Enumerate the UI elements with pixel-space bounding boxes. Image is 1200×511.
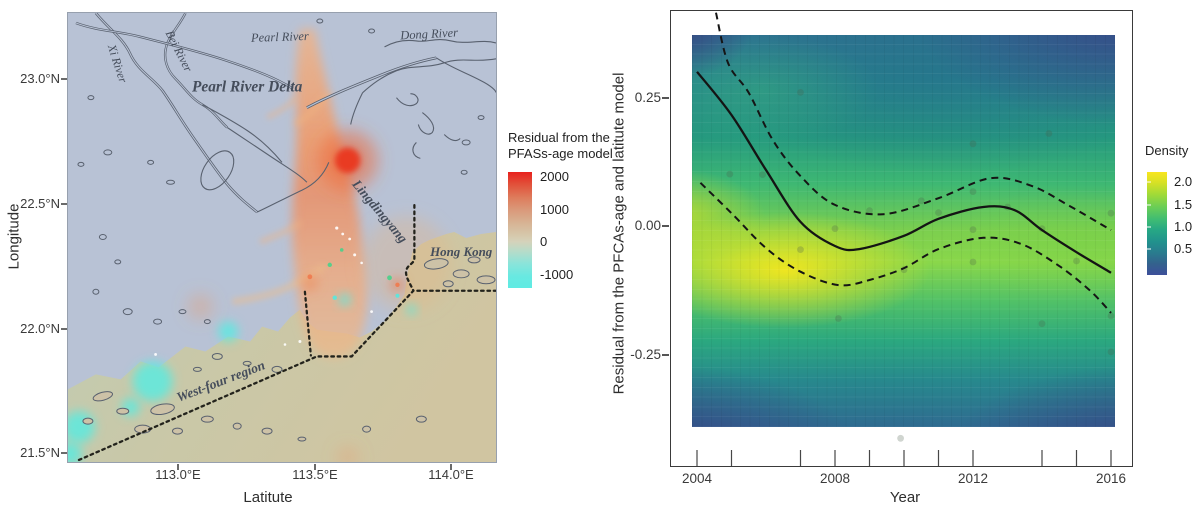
sample-point: [797, 246, 804, 254]
residual-colorbar-label: 2000: [540, 169, 569, 184]
right-y-tick: [662, 225, 669, 227]
sample-point: [969, 140, 977, 148]
right-x-tick-label: 2016: [1095, 471, 1127, 486]
gam-smooth-line: [696, 71, 1112, 274]
residual-colorbar: [508, 172, 532, 288]
left-x-tick: [177, 464, 179, 470]
river-network: [75, 13, 496, 214]
density-colorbar-label: 2.0: [1174, 174, 1193, 189]
map-canvas: Xi River Bei River Pearl River Dong RiverPe…: [68, 13, 496, 462]
density-legend-title: Density: [1145, 143, 1189, 158]
negative-residual-patches: [68, 293, 417, 462]
sample-point: [917, 197, 925, 205]
left-x-tick-label: 114.0°E: [428, 467, 474, 482]
sea-islands: [82, 256, 496, 442]
map-panel: Xi River Bei River Pearl River Dong River Pe…: [67, 12, 497, 463]
right-y-tick-label: 0.25: [634, 89, 661, 105]
density-colorbar-tick: [1147, 181, 1151, 183]
left-x-tick: [314, 464, 316, 470]
left-x-tick-label: 113.5°E: [292, 467, 338, 482]
ci-upper-dashed: [715, 12, 1112, 231]
left-y-tick-label: 22.5°N: [20, 196, 60, 211]
dotted-boundaries: [77, 204, 496, 462]
place-label: Hong Kong: [429, 244, 493, 259]
sample-point: [897, 434, 904, 442]
left-y-tick-label: 22.0°N: [20, 321, 60, 336]
left-x-tick: [450, 464, 452, 470]
sample-point: [969, 188, 977, 196]
sample-point: [831, 225, 839, 233]
sample-point: [866, 207, 873, 215]
sample-point: [1107, 209, 1115, 217]
right-y-tick-label: 0.00: [634, 218, 661, 233]
sample-point: [835, 315, 842, 322]
left-x-tick-label: 113.0°E: [155, 467, 201, 482]
residual-colorbar-label: -1000: [540, 267, 574, 282]
sample-point: [1107, 312, 1115, 320]
sample-point: [726, 170, 734, 178]
sample-point: [1073, 257, 1080, 265]
density-colorbar-label: 1.5: [1174, 197, 1193, 212]
sample-point: [935, 209, 942, 217]
left-y-tick-label: 23.0°N: [20, 71, 60, 86]
density-colorbar-label: 0.5: [1174, 241, 1193, 256]
density-colorbar: [1147, 172, 1167, 275]
density-colorbar-tick: [1147, 204, 1151, 206]
place-label: Pearl River Delta: [192, 79, 303, 96]
density-colorbar-label: 1.0: [1174, 219, 1193, 234]
place-label: Pearl River: [250, 29, 309, 45]
warm-patch: [300, 273, 319, 292]
left-legend-title: Residual from the PFASs-age model: [508, 130, 613, 161]
right-y-tick: [662, 353, 669, 356]
density-colorbar-tick: [1147, 248, 1151, 250]
residual-colorbar-label: 1000: [540, 202, 569, 217]
sample-point: [969, 226, 977, 234]
right-x-tick-label: 2012: [957, 471, 989, 486]
left-y-tick-label: 21.5°N: [20, 445, 60, 460]
sample-point: [1107, 348, 1115, 356]
right-x-tick-label: 2008: [819, 471, 851, 486]
density-colorbar-tick: [1147, 226, 1151, 228]
sample-point: [1038, 320, 1046, 328]
place-label: Dong River: [399, 25, 458, 42]
sea-region: [68, 232, 496, 462]
right-y-tick-label: -0.25: [630, 346, 661, 362]
left-y-tick: [61, 78, 67, 80]
islet-outlines: [77, 18, 485, 373]
sample-point: [759, 171, 766, 179]
sampling-specks: [154, 226, 400, 356]
right-x-axis-title: Year: [889, 489, 921, 506]
residual-colorbar-label: 0: [540, 234, 548, 249]
warm-patch: [336, 446, 359, 462]
right-y-tick: [662, 96, 669, 99]
left-y-axis-title: Longitude: [5, 203, 23, 270]
sample-point: [1045, 130, 1053, 137]
density-overlay: [696, 12, 1115, 466]
left-y-tick: [61, 452, 67, 454]
ci-lower-dashed: [699, 182, 1112, 314]
right-x-tick-label: 2004: [681, 471, 713, 486]
sample-point: [969, 258, 977, 266]
left-y-tick: [61, 203, 67, 205]
warm-patch: [187, 293, 214, 320]
sample-point: [797, 89, 804, 96]
left-y-tick: [61, 328, 67, 330]
left-x-axis-title: Latitute: [243, 489, 293, 506]
